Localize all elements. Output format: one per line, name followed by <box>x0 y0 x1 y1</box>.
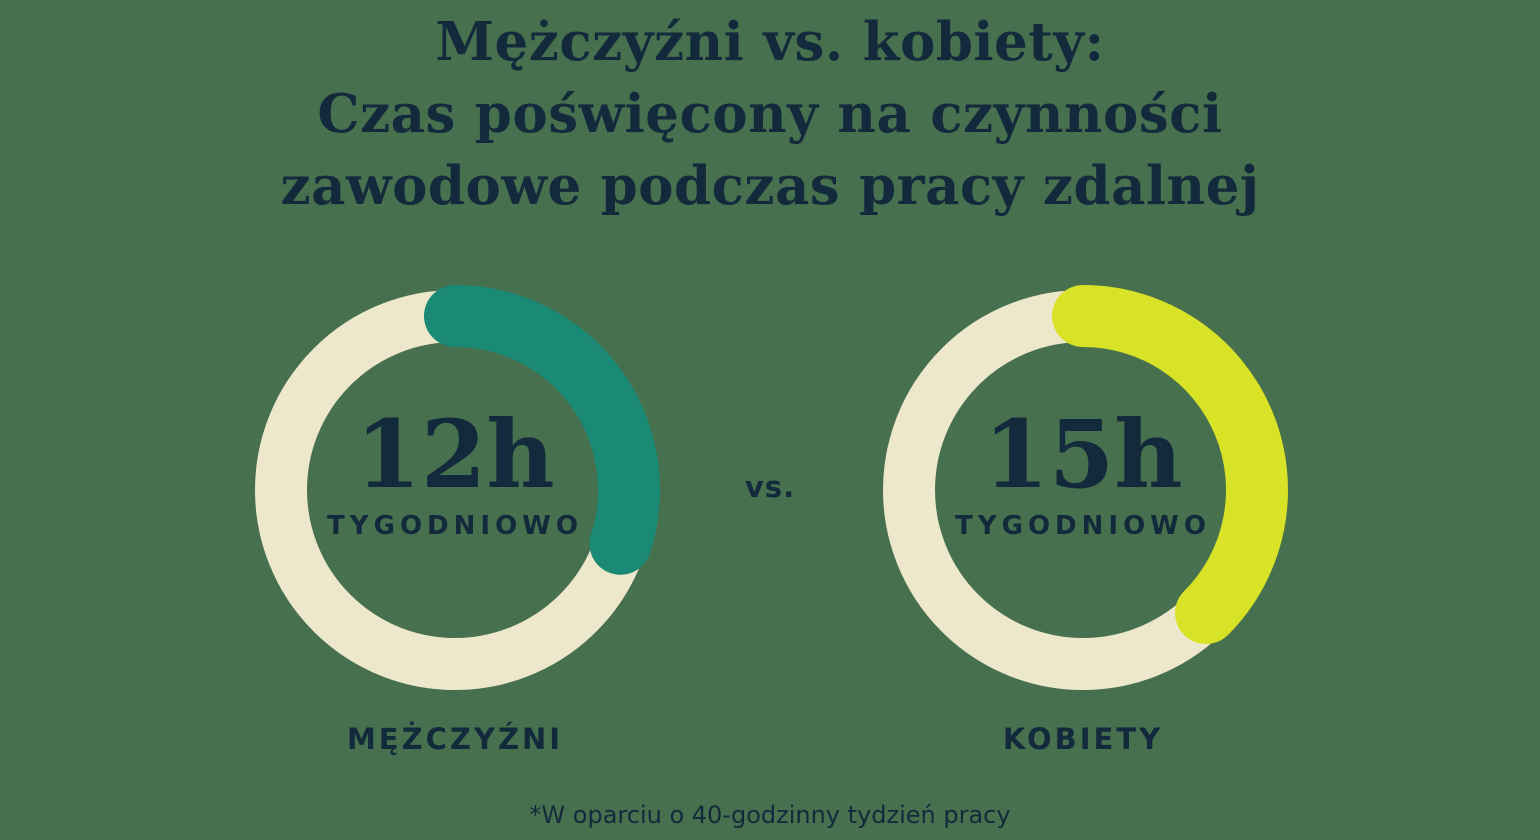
footnote: *W oparciu o 40-godzinny tydzień pracy <box>529 801 1011 829</box>
vs-separator: vs. <box>744 470 796 504</box>
donut-arc-women <box>1052 285 1288 645</box>
title-line-3: zawodowe podczas pracy zdalnej <box>280 155 1260 217</box>
title-line-2: Czas poświęcony na czynności <box>317 83 1223 145</box>
category-label-women: KOBIETY <box>1002 722 1164 756</box>
page-title: Mężczyźni vs. kobiety: Czas poświęcony n… <box>0 6 1540 222</box>
donut-ring-men-svg <box>255 285 660 690</box>
donut-arc-men <box>424 285 660 575</box>
category-label-men: MĘŻCZYŹNI <box>346 722 564 756</box>
title-line-1: Mężczyźni vs. kobiety: <box>435 11 1105 73</box>
donut-ring-women-svg <box>883 285 1288 690</box>
